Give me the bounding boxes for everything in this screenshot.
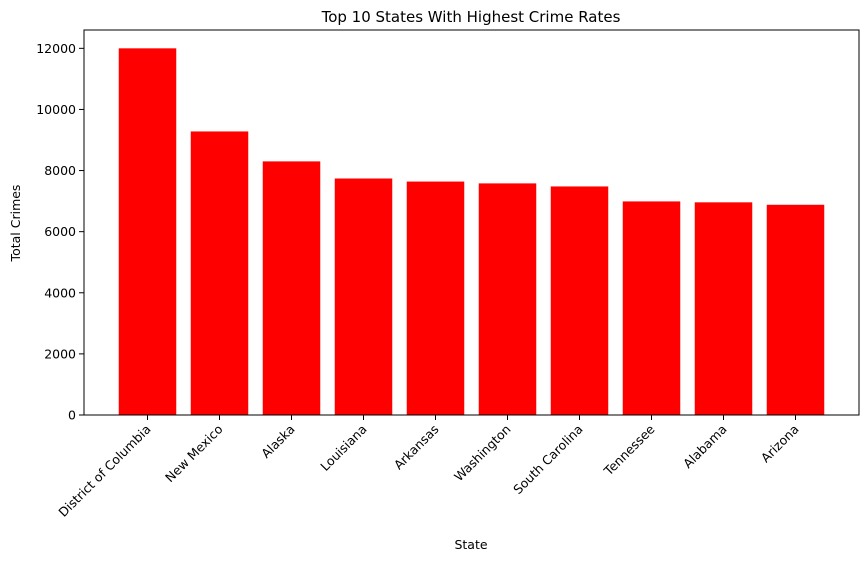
bar	[478, 183, 537, 415]
x-tick-label: Arizona	[758, 422, 802, 466]
bar	[334, 178, 393, 415]
y-axis-label: Total Crimes	[8, 185, 23, 263]
bar	[118, 48, 177, 415]
plot-frame	[83, 29, 860, 416]
y-tick-label: 4000	[44, 285, 76, 300]
x-tick-label: Alabama	[680, 422, 730, 472]
y-axis: 0 2000 4000 6000 8000 10000 12000	[36, 41, 84, 423]
x-tick-label: Louisiana	[317, 422, 369, 474]
bar	[406, 181, 465, 415]
x-tick-label: District of Columbia	[55, 422, 153, 520]
x-tick-label: Washington	[451, 422, 514, 485]
bar	[766, 204, 825, 415]
y-tick-label: 10000	[36, 102, 76, 117]
y-tick-label: 2000	[44, 346, 76, 361]
bar	[694, 202, 753, 415]
x-tick-label: New Mexico	[162, 422, 226, 486]
chart-title: Top 10 States With Highest Crime Rates	[321, 8, 621, 26]
x-tick-label: Arkansas	[391, 422, 442, 473]
bar	[550, 186, 609, 415]
bar	[262, 161, 321, 415]
x-tick-label: Alaska	[258, 422, 298, 462]
bars-group	[118, 48, 825, 415]
x-tick-label: South Carolina	[510, 422, 585, 497]
x-axis: District of Columbia New Mexico Alaska Loui…	[55, 415, 802, 520]
x-tick-label: Tennessee	[600, 421, 658, 479]
y-tick-label: 8000	[44, 163, 76, 178]
x-axis-label: State	[454, 537, 487, 552]
y-tick-label: 0	[68, 408, 76, 423]
bar	[622, 201, 681, 415]
bar	[190, 131, 249, 415]
y-tick-label: 12000	[36, 41, 76, 56]
y-tick-label: 6000	[44, 224, 76, 239]
